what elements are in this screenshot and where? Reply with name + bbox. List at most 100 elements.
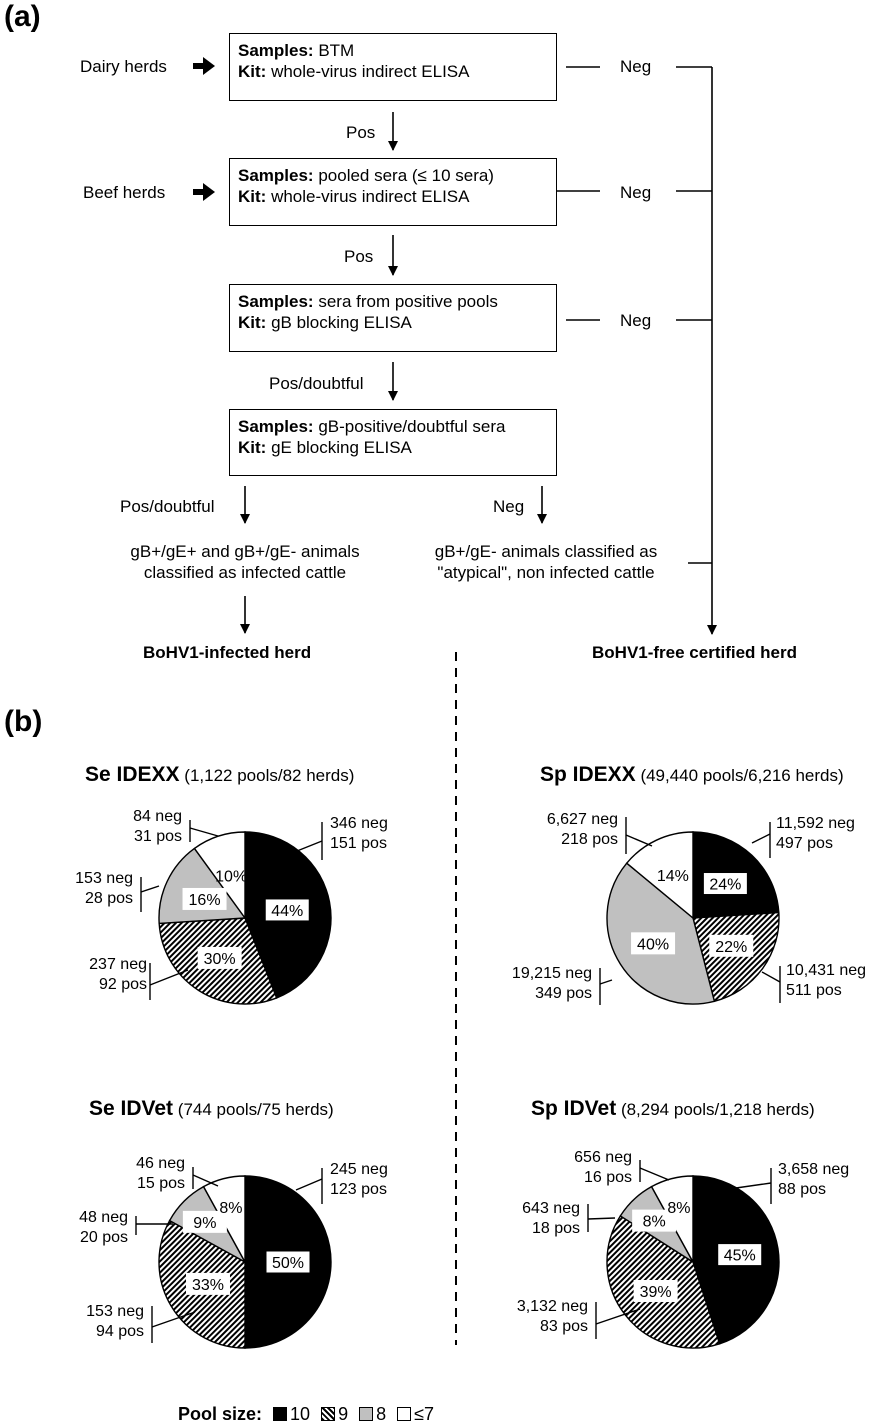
samples-key: Samples: <box>238 41 314 60</box>
callout-leader <box>595 1308 641 1325</box>
samples-key: Samples: <box>238 292 314 311</box>
pool-size-legend: Pool size: 10 9 8 ≤7 <box>178 1404 434 1425</box>
callout-pos-count: 31 pos <box>134 828 182 845</box>
kit-key: Kit: <box>238 313 267 332</box>
gb-blocking-box: Samples: sera from positive pools Kit: g… <box>229 284 557 352</box>
kit-key: Kit: <box>238 438 267 457</box>
pie-slice-size-9 <box>692 911 780 1003</box>
atypical-cattle-note: gB+/gE- animals classified as "atypical"… <box>403 541 689 583</box>
callout-neg-count: 48 neg <box>79 1209 128 1226</box>
callout-leader <box>149 969 189 986</box>
infected-herd-label: BoHV1-infected herd <box>143 643 312 662</box>
callout-neg-count: 245 neg <box>330 1161 388 1178</box>
percent-label: 14% <box>657 868 689 885</box>
callout-leader <box>295 1178 323 1191</box>
callout-pos-count: 151 pos <box>330 835 387 852</box>
callout-pos-count: 123 pos <box>330 1181 387 1198</box>
percent-label-bg <box>182 1210 227 1233</box>
callout-pos-count: 349 pos <box>535 985 592 1002</box>
pie-chart-3: 45% 39% 8%8% 3,658 neg 88 pos 3,132 neg 83 pos… <box>517 1149 849 1349</box>
callout-pos-count: 511 pos <box>786 982 842 999</box>
callout-leader <box>625 834 653 847</box>
legend-label-9: 9 <box>338 1404 349 1424</box>
pie-title-main: Se IDEXX <box>85 763 180 786</box>
callout-neg-count: 3,132 neg <box>517 1298 588 1315</box>
callout-neg-count: 10,431 neg <box>786 962 866 979</box>
callout-neg-count: 237 neg <box>89 956 147 973</box>
pie-title-sp-idvet: Sp IDVet (8,294 pools/1,218 herds) <box>531 1097 815 1121</box>
pie-title-sub: (49,440 pools/6,216 herds) <box>640 766 844 785</box>
kit-value: gB blocking ELISA <box>271 313 412 332</box>
kit-key: Kit: <box>238 62 267 81</box>
legend-swatch-8 <box>359 1407 374 1421</box>
percent-label: 39% <box>640 1284 672 1301</box>
callout-leader <box>751 833 771 844</box>
callout-pos-count: 94 pos <box>96 1323 144 1340</box>
pos-label-1: Pos <box>346 123 376 142</box>
pie-title-main: Se IDVet <box>89 1097 174 1120</box>
infected-cattle-line-1: gB+/gE+ and gB+/gE- animals <box>130 542 360 561</box>
neg-connectors <box>557 66 712 564</box>
percent-label: 40% <box>637 936 669 953</box>
infected-cattle-note: gB+/gE+ and gB+/gE- animals classified a… <box>104 541 386 583</box>
neg-label-2: Neg <box>620 183 652 202</box>
callout-neg-count: 3,658 neg <box>778 1161 849 1178</box>
atypical-cattle-line-1: gB+/gE- animals classified as <box>434 542 658 561</box>
percent-label: 44% <box>271 903 303 920</box>
pos-doubtful-label-3: Pos/doubtful <box>269 374 364 393</box>
pie-title-sub: (8,294 pools/1,218 herds) <box>620 1100 815 1119</box>
pos-doubtful-label-4: Pos/doubtful <box>120 497 215 516</box>
pos-label-2: Pos <box>344 247 374 266</box>
samples-value: gB-positive/doubtful sera <box>318 417 506 436</box>
pie-title-sp-idexx: Sp IDEXX (49,440 pools/6,216 herds) <box>540 763 844 787</box>
kit-key: Kit: <box>238 187 267 206</box>
free-herd-label: BoHV1-free certified herd <box>592 643 797 662</box>
samples-value: pooled sera (≤ 10 sera) <box>318 166 494 185</box>
samples-key: Samples: <box>238 166 314 185</box>
callout-pos-count: 497 pos <box>776 835 833 852</box>
callout-leader <box>721 1182 772 1191</box>
percent-label-bg <box>182 887 227 910</box>
legend-label-7: ≤7 <box>414 1404 435 1424</box>
beef-input-arrow <box>193 183 215 201</box>
kit-value: whole-virus indirect ELISA <box>271 62 470 81</box>
pie-title-sub: (744 pools/75 herds) <box>177 1100 334 1119</box>
callout-neg-count: 346 neg <box>330 815 388 832</box>
pie-title-main: Sp IDVet <box>531 1097 617 1120</box>
callout-neg-count: 6,627 neg <box>547 811 618 828</box>
neg-label-4: Neg <box>493 497 525 516</box>
neg-label-3: Neg <box>620 311 652 330</box>
callout-neg-count: 11,592 neg <box>776 815 855 832</box>
percent-label-bg <box>632 1209 677 1232</box>
neg-label-1: Neg <box>620 57 652 76</box>
callout-neg-count: 643 neg <box>522 1200 580 1217</box>
ge-blocking-box: Samples: gB-positive/doubtful sera Kit: … <box>229 409 557 476</box>
atypical-cattle-line-2: "atypical", non infected cattle <box>437 563 655 582</box>
legend-swatch-10 <box>273 1407 288 1421</box>
legend-label-8: 8 <box>376 1404 387 1424</box>
percent-label: 45% <box>724 1248 756 1265</box>
callout-leader <box>291 840 323 854</box>
callout-pos-count: 20 pos <box>80 1229 128 1246</box>
callout-neg-count: 19,215 neg <box>512 965 592 982</box>
pie-title-se-idvet: Se IDVet (744 pools/75 herds) <box>89 1097 334 1121</box>
percent-label-bg <box>185 1272 230 1295</box>
percent-label-bg <box>709 934 754 957</box>
callout-pos-count: 83 pos <box>540 1318 588 1335</box>
callout-leader <box>189 827 219 837</box>
callout-neg-count: 153 neg <box>86 1303 144 1320</box>
dairy-input-arrow <box>193 57 215 75</box>
legend-swatch-7 <box>397 1407 412 1421</box>
pie-slice-size-≤7 <box>625 831 694 920</box>
callout-pos-count: 15 pos <box>137 1175 185 1192</box>
callout-pos-count: 218 pos <box>561 831 618 848</box>
kit-value: gE blocking ELISA <box>271 438 412 457</box>
legend-title: Pool size: <box>178 1404 263 1424</box>
dairy-herds-label: Dairy herds <box>80 57 167 76</box>
legend-swatch-9 <box>321 1407 336 1421</box>
callout-leader <box>140 885 160 893</box>
callout-neg-count: 656 neg <box>574 1149 632 1166</box>
pie-chart-2: 50% 33% 9%8% 245 neg 123 pos 153 neg 94 pos 48 … <box>79 1155 388 1349</box>
pooled-sera-box: Samples: pooled sera (≤ 10 sera) Kit: wh… <box>229 158 557 226</box>
